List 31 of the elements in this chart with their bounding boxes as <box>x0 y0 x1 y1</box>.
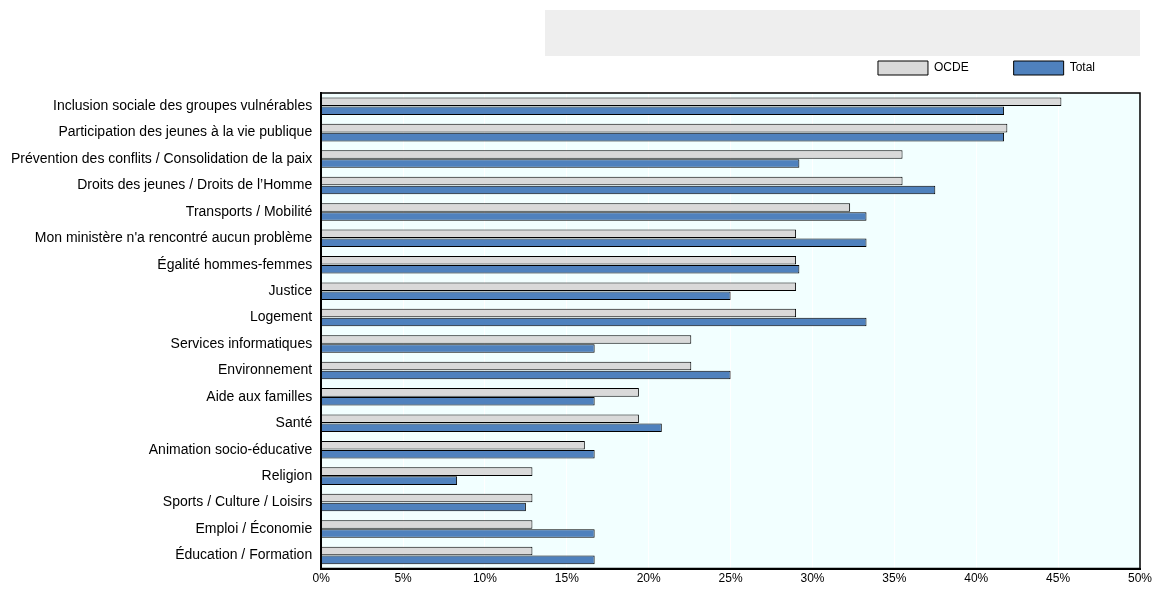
y-tick-label: Sports / Culture / Loisirs <box>162 493 313 510</box>
y-tick-label: Égalité hommes-femmes <box>157 255 313 272</box>
y-tick-label: Religion <box>261 466 313 483</box>
legend-label: OCDE <box>933 60 969 75</box>
x-tick-label: 35% <box>882 571 907 586</box>
y-tick-label: Santé <box>275 414 313 431</box>
x-tick-label: 30% <box>800 571 825 586</box>
y-tick-label: Emploi / Économie <box>195 519 313 536</box>
x-tick-label: 45% <box>1046 571 1071 586</box>
y-tick-label: Animation socio-éducative <box>148 440 313 457</box>
y-tick-label: Logement <box>249 308 313 325</box>
y-tick-label: Prévention des conflits / Consolidation de la paix <box>10 149 313 166</box>
x-tick-label: 20% <box>636 571 662 586</box>
y-tick-label: Services informatiques <box>170 334 313 351</box>
y-tick-label: Participation des jeunes à la vie publique <box>58 123 313 140</box>
x-tick-label: 15% <box>554 571 580 586</box>
x-tick-label: 0% <box>312 571 331 586</box>
x-tick-label: 50% <box>1127 571 1153 586</box>
x-tick-label: 25% <box>718 571 743 586</box>
x-tick-label: 40% <box>964 571 989 586</box>
y-tick-label: Éducation / Formation <box>175 546 313 563</box>
y-tick-label: Aide aux familles <box>206 387 313 404</box>
y-tick-label: Inclusion sociale des groupes vulnérables <box>53 97 313 114</box>
x-tick-label: 5% <box>394 571 413 586</box>
y-tick-label: Justice <box>268 282 313 299</box>
x-tick-label: 10% <box>472 571 498 586</box>
y-tick-label: Mon ministère n'a rencontré aucun problème <box>34 229 313 246</box>
y-tick-label: Environnement <box>218 361 313 378</box>
y-tick-label: Transports / Mobilité <box>185 202 313 219</box>
legend-label: Total <box>1069 60 1096 75</box>
y-tick-label: Droits des jeunes / Droits de l’Homme <box>77 176 313 193</box>
